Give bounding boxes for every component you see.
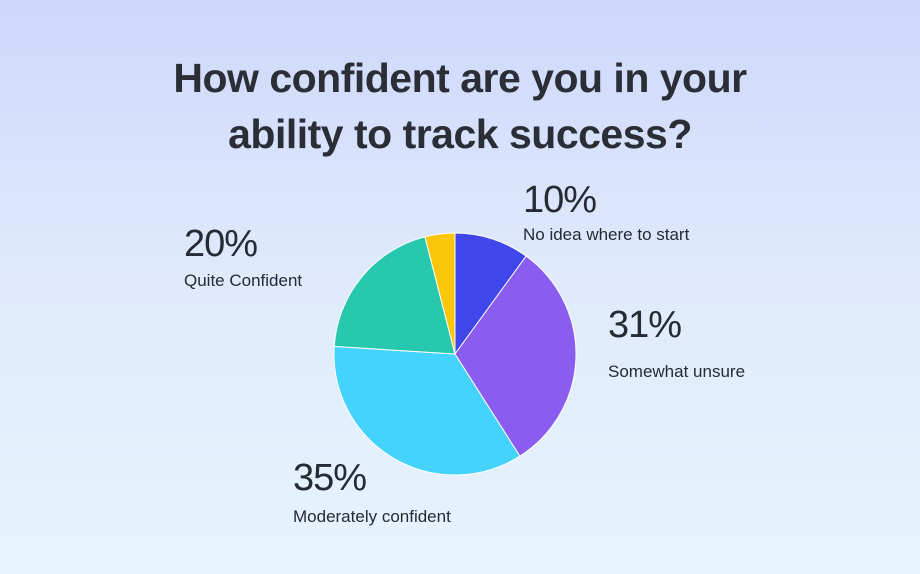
- slice-value-no-idea: 10%: [523, 179, 597, 221]
- chart-title: How confident are you in your ability to…: [0, 50, 920, 162]
- chart-title-line-2: ability to track success?: [228, 111, 692, 157]
- slice-label-quite-confident: 20% Quite Confident: [184, 224, 302, 292]
- slice-label-somewhat-unsure: 31% Somewhat unsure: [608, 305, 745, 383]
- slice-value-quite-confident: 20%: [184, 223, 258, 265]
- slice-value-moderately-confident: 35%: [293, 457, 367, 499]
- pie-slice-quite-confident: [333, 236, 456, 355]
- pie-slice-unlabeled: [424, 232, 456, 355]
- slice-label-no-idea: 10% No idea where to start: [523, 180, 689, 246]
- slice-name-no-idea: No idea where to start: [523, 225, 690, 244]
- slice-name-somewhat-unsure: Somewhat unsure: [608, 362, 746, 381]
- slice-name-moderately-confident: Moderately confident: [293, 507, 451, 526]
- slice-value-somewhat-unsure: 31%: [608, 304, 682, 346]
- pie-slice-no-idea: [454, 232, 527, 356]
- pie-slice-somewhat-unsure: [454, 255, 577, 457]
- chart-title-line-1: How confident are you in your: [173, 55, 747, 101]
- pie-slice-moderately-confident: [333, 345, 521, 476]
- slice-name-quite-confident: Quite Confident: [184, 271, 303, 290]
- slice-label-moderately-confident: 35% Moderately confident: [293, 458, 451, 528]
